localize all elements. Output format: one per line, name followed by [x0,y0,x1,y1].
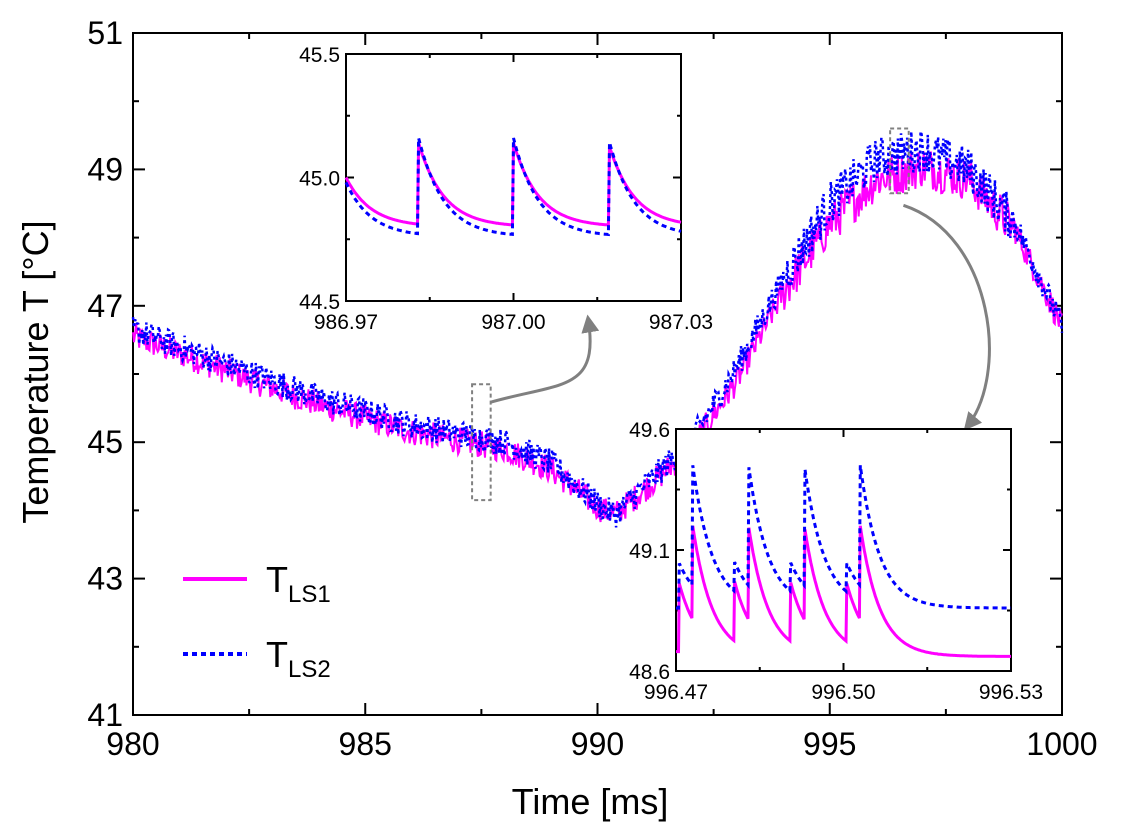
inset1-y-tick-label: 45.5 [299,44,340,67]
main-x-tick-label: 1000 [1026,726,1097,762]
legend-label-ls2: TLS2 [266,634,331,683]
inset2-series-line-t-ls2 [676,465,1011,610]
inset2-x-tick-label: 996.47 [644,681,708,704]
main-y-tick-label: 49 [87,151,123,187]
main-x-tick-label: 990 [571,726,624,762]
y-axis-title: Temperature T [°C] [15,220,56,523]
zoom-arrow-1 [490,314,600,404]
main-x-tick-label: 995 [803,726,856,762]
legend-label-ls1-main: T [266,559,288,600]
zoom-arrow-2 [902,203,991,431]
inset1-y-tick-label: 44.5 [299,291,340,314]
main-y-tick-label: 45 [87,424,123,460]
main-x-tick-label: 980 [106,726,159,762]
inset-plot-1: 986.97 987.00 987.03 44.5 45.0 45.5 [299,44,713,334]
inset2-x-tick-label: 996.50 [811,681,875,704]
x-axis-title: Time [ms] [512,781,669,822]
zoom-box-2 [889,127,910,195]
main-y-tick-label: 41 [87,697,123,733]
main-y-tick-label: 51 [87,15,123,51]
inset1-x-tick-label: 987.00 [481,311,545,334]
main-x-tick-label: 985 [339,726,392,762]
inset2-frame [675,428,1012,672]
inset1-x-tick-label: 986.97 [314,311,378,334]
legend-label-ls1: TLS1 [266,559,331,608]
legend-label-ls2-sub: LS2 [288,656,331,683]
inset1-series-line-t-ls2 [344,137,682,237]
inset2-series-line-t-ls1 [676,525,1011,658]
legend: TLS1 TLS2 [183,559,331,683]
inset1-y-tick-label: 45.0 [299,168,340,191]
inset2-y-tick-label: 48.6 [629,661,670,684]
inset-plot-2: 996.47 996.50 996.53 48.6 49.1 49.6 [629,419,1043,704]
inset2-x-tick-label: 996.53 [979,681,1043,704]
series-line-t-ls2 [131,130,1064,528]
main-y-tick-label: 43 [87,561,123,597]
legend-label-ls1-sub: LS1 [288,581,331,608]
legend-label-ls2-main: T [266,634,288,675]
main-y-tick-label: 47 [87,288,123,324]
zoom-box-1 [471,383,492,502]
inset1-x-tick-label: 987.03 [649,311,713,334]
inset2-y-tick-label: 49.6 [629,419,670,442]
series-line-t-ls1 [132,151,1063,523]
inset2-y-tick-label: 49.1 [629,540,670,563]
